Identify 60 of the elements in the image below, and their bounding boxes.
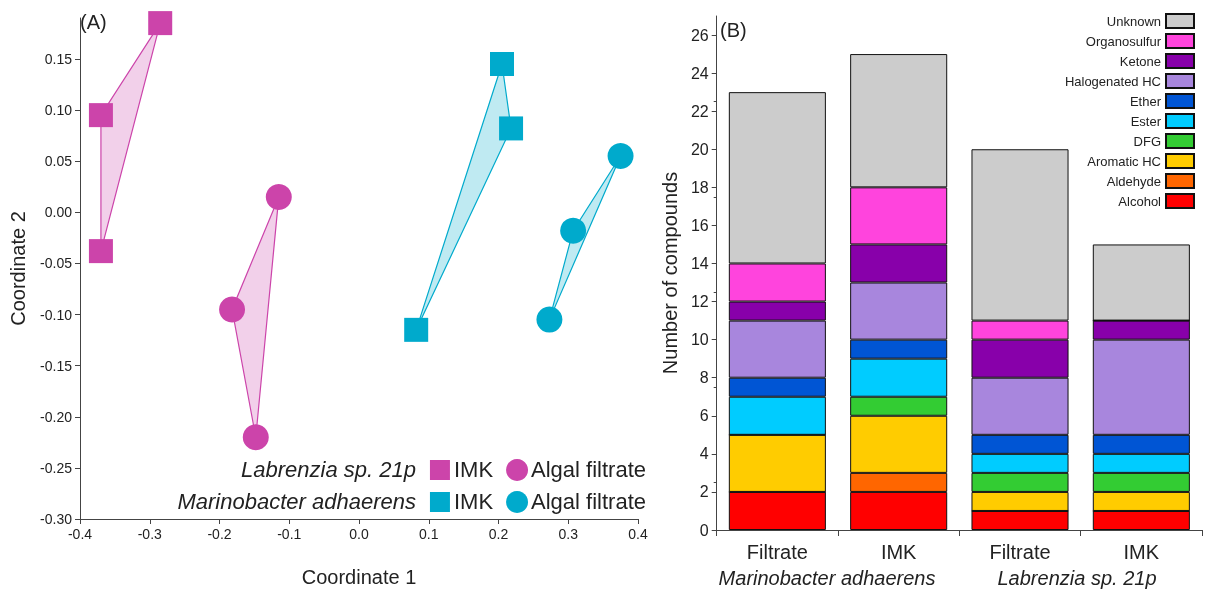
legend-label: Ether bbox=[1129, 93, 1162, 109]
annotation: Labrenzia sp. 21p bbox=[241, 456, 416, 482]
legend-label: Halogenated HC bbox=[1064, 73, 1161, 89]
y-tick-label: 22 bbox=[690, 102, 709, 120]
legend-label: IMK bbox=[453, 488, 494, 514]
y-tick-label: 6 bbox=[699, 407, 709, 425]
y-tick-label: -0.15 bbox=[40, 357, 73, 374]
text: Labrenzia sp. 21p bbox=[997, 567, 1157, 589]
y-tick-label: 20 bbox=[690, 140, 709, 158]
x-tick-label: -0.4 bbox=[67, 526, 93, 542]
y-tick-label: 4 bbox=[699, 445, 709, 463]
y-tick-label: 26 bbox=[690, 26, 709, 44]
y-tick-label: -0.30 bbox=[40, 511, 73, 527]
x-tick-label: -0.1 bbox=[277, 526, 302, 542]
y-axis-title: Number of compounds bbox=[659, 171, 681, 375]
x-tick-label: 0.1 bbox=[419, 526, 439, 542]
legend-label: Organosulfur bbox=[1085, 33, 1162, 49]
y-tick-label: 10 bbox=[690, 331, 709, 349]
x-tick-label: 0.3 bbox=[558, 526, 579, 542]
legend-label: Algal filtrate bbox=[531, 488, 647, 514]
y-tick-label: -0.05 bbox=[40, 255, 73, 272]
legend-label: Unknown bbox=[1106, 13, 1161, 29]
text: Marinobacter adhaerens bbox=[718, 567, 936, 589]
x-tick-label: -0.3 bbox=[137, 526, 163, 542]
x-axis-title: Coordinate 1 bbox=[301, 566, 417, 588]
x-tick-label: IMK bbox=[1123, 541, 1160, 563]
legend-label: Aromatic HC bbox=[1087, 153, 1161, 169]
legend-label: Alcohol bbox=[1118, 193, 1162, 209]
y-tick-label: 8 bbox=[699, 369, 709, 387]
legend-label: Algal filtrate bbox=[531, 456, 647, 482]
x-tick-label: -0.2 bbox=[207, 526, 232, 542]
legend-label: Aldehyde bbox=[1106, 173, 1161, 189]
x-tick-label: 0.2 bbox=[488, 526, 509, 542]
y-tick-label: -0.10 bbox=[40, 306, 73, 323]
y-tick-label: 0.10 bbox=[44, 102, 73, 119]
x-tick-label: Filtrate bbox=[746, 541, 808, 563]
y-tick-label: 2 bbox=[699, 483, 709, 501]
y-tick-label: 12 bbox=[690, 293, 709, 311]
y-axis-title: Coordinate 2 bbox=[7, 211, 29, 326]
y-tick-label: 0.15 bbox=[44, 50, 73, 67]
annotation: Marinobacter adhaerens bbox=[177, 488, 416, 514]
y-tick-label: 0.05 bbox=[44, 153, 73, 170]
y-tick-label: 24 bbox=[690, 64, 709, 82]
y-tick-label: 16 bbox=[690, 216, 709, 234]
x-tick-label: 0.4 bbox=[628, 526, 648, 542]
x-tick-label: 0.0 bbox=[349, 526, 369, 542]
legend-label: Ketone bbox=[1119, 53, 1161, 69]
x-tick-label: IMK bbox=[880, 541, 918, 563]
legend-label: IMK bbox=[453, 456, 494, 482]
y-tick-label: 0 bbox=[699, 521, 709, 539]
x-tick-label: Filtrate bbox=[989, 541, 1051, 563]
y-tick-label: -0.25 bbox=[40, 459, 73, 476]
y-tick-label: -0.20 bbox=[40, 408, 73, 425]
y-tick-label: 18 bbox=[690, 178, 709, 196]
chart-title: (A) bbox=[80, 11, 107, 33]
y-tick-label: 14 bbox=[690, 254, 709, 272]
legend-label: DFG bbox=[1133, 133, 1161, 149]
chart-title: (B) bbox=[720, 19, 747, 41]
y-tick-label: 0.00 bbox=[44, 204, 73, 221]
legend-label: Ester bbox=[1130, 113, 1162, 129]
